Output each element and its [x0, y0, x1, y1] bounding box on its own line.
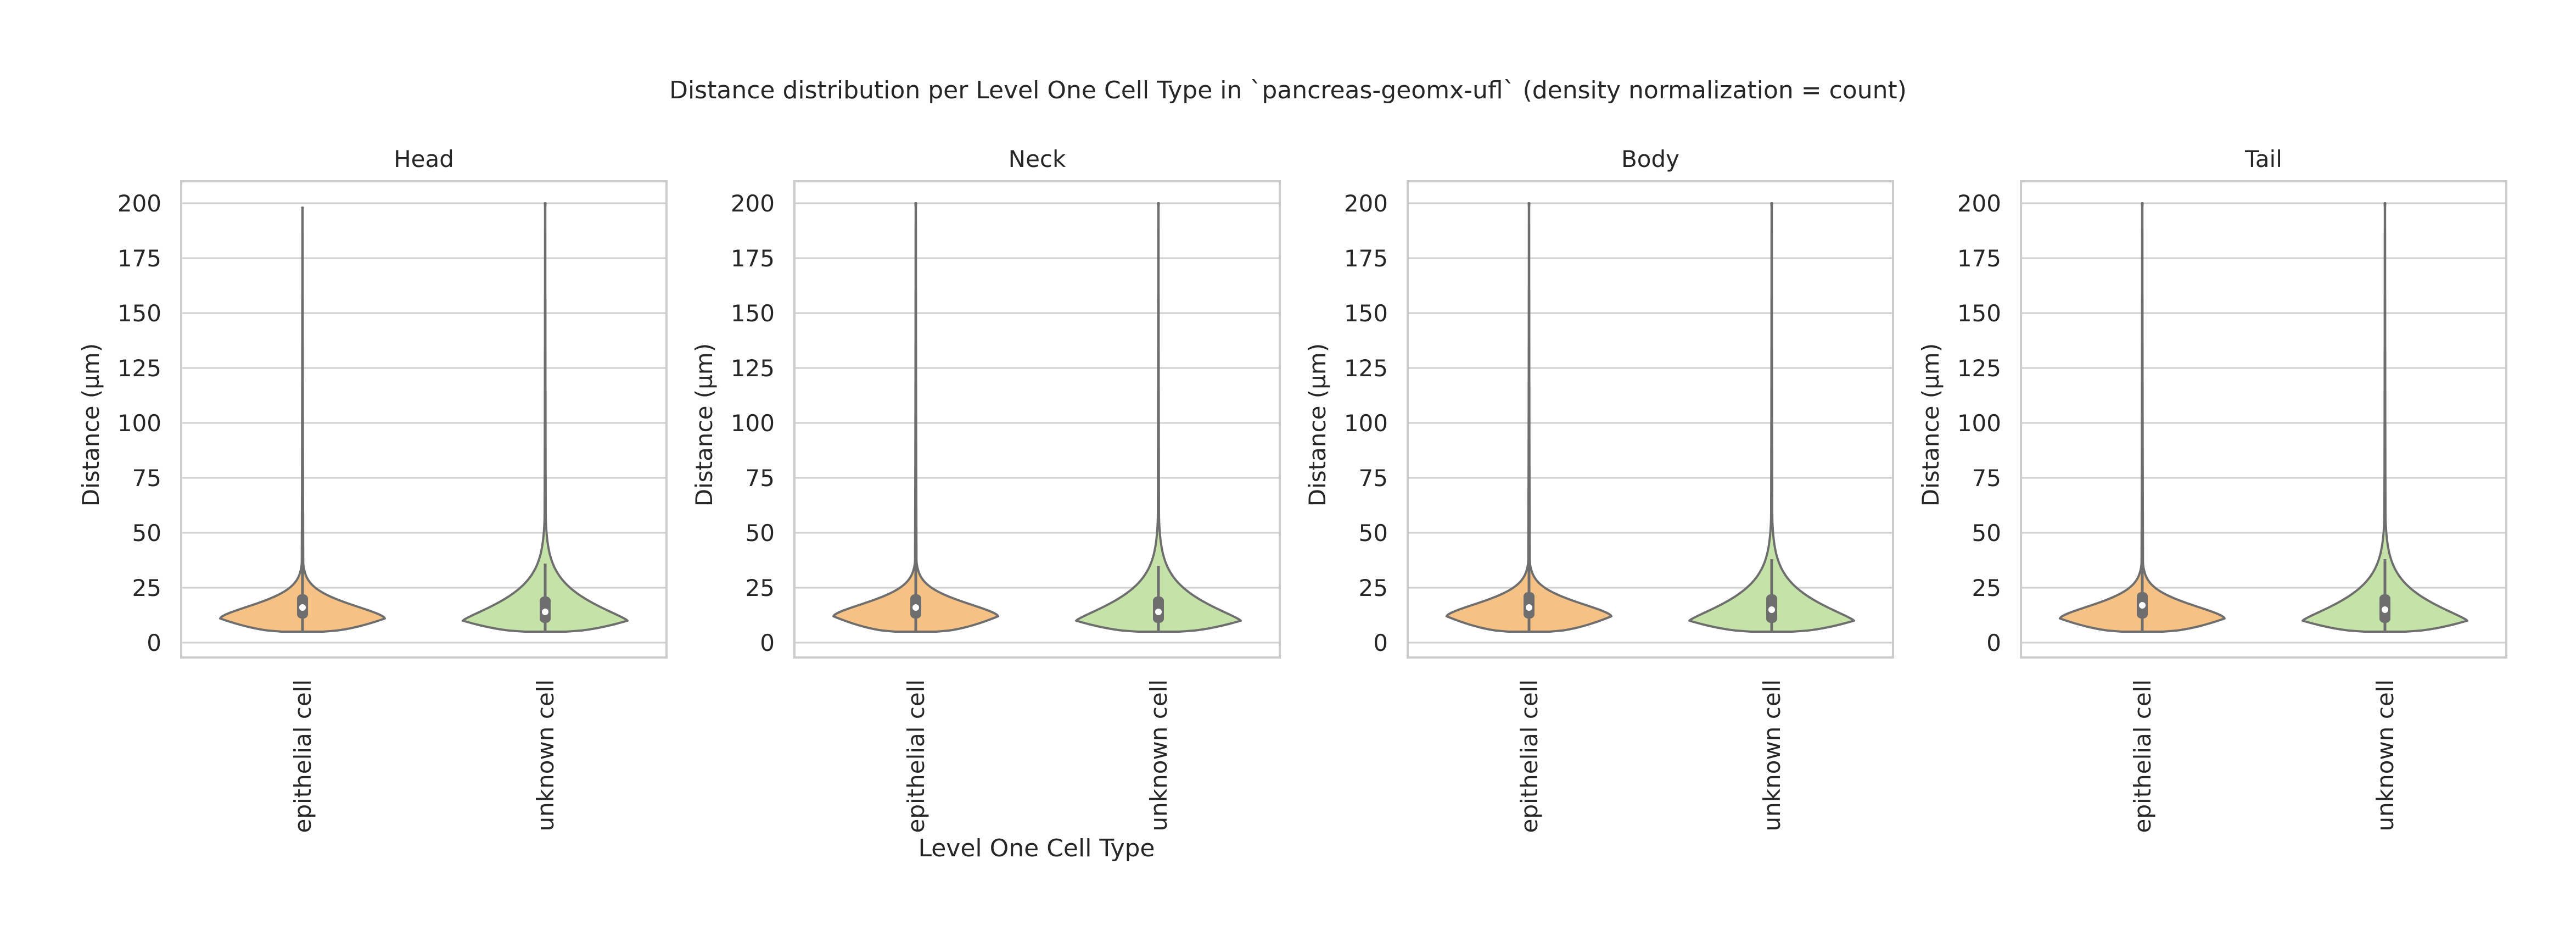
violin-median [1526, 604, 1532, 611]
y-tick-label: 125 [1957, 355, 2001, 382]
panel-body: 0 25 50 75 100 125 150 175 200 Body Distance (µm) e… [1304, 146, 1894, 833]
y-tick-label: 100 [117, 410, 161, 437]
y-tick-label: 50 [1972, 520, 2001, 547]
violin-median [299, 604, 306, 611]
y-tick-label: 100 [1344, 410, 1388, 437]
x-tick-label: unknown cell [2372, 679, 2399, 831]
y-tick-label: 125 [117, 355, 161, 382]
violin-median [2139, 602, 2146, 609]
x-tick-label: unknown cell [1145, 679, 1172, 831]
x-tick-label: unknown cell [532, 679, 559, 831]
y-tick-label: 75 [746, 465, 775, 492]
y-tick-label: 0 [1986, 629, 2001, 656]
violin-epithelial-cell [2059, 202, 2226, 633]
panel-frame [2020, 180, 2507, 659]
y-axis-label: Distance (µm) [691, 343, 718, 506]
x-tick-label: epithelial cell [903, 679, 929, 833]
y-tick-label: 50 [746, 520, 775, 547]
y-tick-label: 25 [132, 575, 161, 601]
violin-median [2382, 606, 2388, 613]
violin-median [912, 604, 919, 611]
y-tick-label: 0 [1373, 629, 1388, 656]
panel-title: Neck [1009, 146, 1066, 172]
y-tick-label: 125 [731, 355, 775, 382]
violin-unknown-cell [1688, 202, 1855, 633]
y-axis-label: Distance (µm) [1917, 343, 1944, 506]
panel-title: Tail [2244, 146, 2282, 172]
panel-frame [1407, 180, 1894, 659]
panels-group: 0 25 50 75 100 125 150 175 200 Head Distance (µm) e… [77, 146, 2507, 833]
y-tick-label: 150 [1344, 300, 1388, 327]
y-tick-label: 75 [132, 465, 161, 492]
violin-unknown-cell [1075, 202, 1242, 633]
panel-title: Body [1621, 146, 1679, 172]
violin-median [1768, 606, 1775, 613]
figure-title: Distance distribution per Level One Cell… [669, 76, 1907, 104]
y-tick-label: 175 [1957, 245, 2001, 272]
panel-tail: 0 25 50 75 100 125 150 175 200 Tail Distance (µm) e… [1917, 146, 2507, 833]
x-tick-label: unknown cell [1759, 679, 1785, 831]
y-tick-label: 125 [1344, 355, 1388, 382]
x-tick-label: epithelial cell [289, 679, 316, 833]
panel-frame [793, 180, 1281, 659]
y-tick-label: 200 [1957, 190, 2001, 217]
violin-median [1155, 609, 1162, 615]
y-tick-label: 150 [1957, 300, 2001, 327]
x-tick-label: epithelial cell [1516, 679, 1543, 833]
y-tick-label: 0 [147, 629, 161, 656]
x-tick-label: epithelial cell [2129, 679, 2156, 833]
y-axis-label: Distance (µm) [1304, 343, 1331, 506]
y-axis-label: Distance (µm) [77, 343, 104, 506]
panel-head: 0 25 50 75 100 125 150 175 200 Head Distance (µm) e… [77, 146, 668, 833]
violin-epithelial-cell [832, 202, 999, 633]
y-tick-label: 175 [731, 245, 775, 272]
violin-median [542, 609, 548, 615]
panel-neck: 0 25 50 75 100 125 150 175 200 Neck Distance (µm) e… [691, 146, 1281, 833]
violin-epithelial-cell [219, 207, 386, 633]
y-tick-label: 25 [1972, 575, 2001, 601]
y-tick-label: 150 [117, 300, 161, 327]
y-tick-label: 175 [1344, 245, 1388, 272]
y-tick-label: 150 [731, 300, 775, 327]
y-tick-label: 200 [117, 190, 161, 217]
y-tick-label: 75 [1359, 465, 1388, 492]
y-tick-label: 100 [731, 410, 775, 437]
y-tick-label: 0 [760, 629, 775, 656]
y-tick-label: 50 [1359, 520, 1388, 547]
x-axis-label: Level One Cell Type [919, 834, 1155, 862]
y-tick-label: 25 [1359, 575, 1388, 601]
y-tick-label: 100 [1957, 410, 2001, 437]
violin-unknown-cell [2301, 202, 2468, 633]
y-tick-label: 25 [746, 575, 775, 601]
y-tick-label: 75 [1972, 465, 2001, 492]
y-tick-label: 50 [132, 520, 161, 547]
panel-title: Head [394, 146, 454, 172]
y-tick-label: 200 [1344, 190, 1388, 217]
violin-unknown-cell [462, 202, 629, 633]
violin-epithelial-cell [1446, 202, 1612, 633]
panel-frame [180, 180, 668, 659]
y-tick-label: 175 [117, 245, 161, 272]
y-tick-label: 200 [731, 190, 775, 217]
